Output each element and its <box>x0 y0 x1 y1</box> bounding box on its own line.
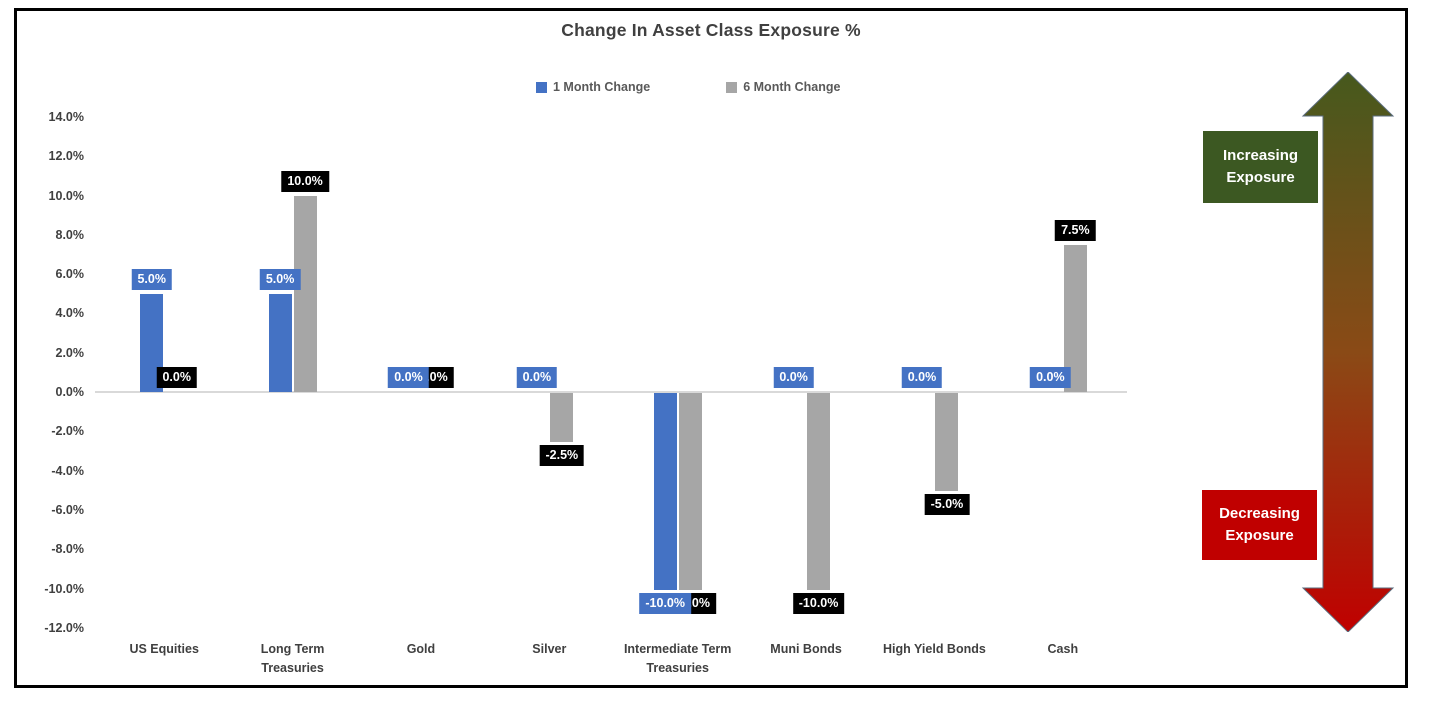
category-label: Intermediate Term Treasuries <box>623 642 732 675</box>
data-label: 10.0% <box>281 170 329 192</box>
legend-item-1-month: 1 Month Change <box>536 80 650 94</box>
y-axis-tick-label: 14.0% <box>48 109 84 124</box>
category-label: Silver <box>532 642 567 656</box>
y-axis-tick-label: 4.0% <box>55 306 85 321</box>
x-axis-line <box>95 391 1127 393</box>
legend-label-6-month: 6 Month Change <box>743 80 841 94</box>
bar-6-month <box>550 393 574 443</box>
series-1-month-swatch-icon <box>536 81 547 93</box>
legend: 1 Month Change 6 Month Change <box>536 80 840 94</box>
decreasing-exposure-badge: Decreasing Exposure <box>1202 490 1317 560</box>
data-label: -10.0% <box>792 592 845 614</box>
exposure-gradient-arrow-icon <box>1301 72 1395 632</box>
data-label: -5.0% <box>924 494 970 516</box>
bar-6-month <box>807 393 831 590</box>
y-axis-tick-label: 10.0% <box>48 188 84 203</box>
category-label: Gold <box>406 642 436 656</box>
data-label: 0.0% <box>901 367 943 388</box>
bar-1-month <box>268 293 292 392</box>
y-axis-tick-label: 6.0% <box>55 267 85 282</box>
y-axis-tick-label: -12.0% <box>44 620 84 635</box>
chart-title: Change In Asset Class Exposure % <box>561 20 861 40</box>
y-axis-tick-label: -2.0% <box>51 424 84 439</box>
category-label: Cash <box>1047 642 1079 656</box>
bar-6-month <box>1063 244 1087 392</box>
category-label: Muni Bonds <box>770 642 842 656</box>
data-label: 0.0% <box>388 367 429 388</box>
y-axis-tick-label: 0.0% <box>55 385 85 399</box>
data-label: 5.0% <box>259 268 301 290</box>
y-axis-tick-label: -4.0% <box>51 463 84 478</box>
data-label: -2.5% <box>539 445 585 467</box>
y-axis-tick-label: 2.0% <box>55 345 85 360</box>
data-label: 0.0% <box>516 367 558 388</box>
data-label: -10.0% <box>639 592 691 614</box>
data-label: 0.0% <box>1030 367 1071 388</box>
legend-item-6-month: 6 Month Change <box>726 80 840 94</box>
y-axis-tick-label: -10.0% <box>44 581 84 596</box>
data-label: 0.0% <box>156 367 197 388</box>
data-label: 5.0% <box>131 268 172 290</box>
bar-6-month <box>678 393 702 590</box>
data-label: 7.5% <box>1055 219 1096 241</box>
category-label: High Yield Bonds <box>883 642 986 656</box>
legend-label-1-month: 1 Month Change <box>553 80 651 94</box>
data-label: 0.0% <box>773 367 814 388</box>
y-axis-tick-label: -6.0% <box>51 502 84 517</box>
y-axis-tick-label: -8.0% <box>51 542 84 557</box>
bar-6-month <box>293 195 317 392</box>
category-label: US Equities <box>129 642 199 656</box>
series-6-month-swatch-icon <box>726 81 738 93</box>
y-axis-tick-label: 12.0% <box>48 149 84 164</box>
y-axis-tick-label: 8.0% <box>55 227 85 242</box>
category-label: Long Term Treasuries <box>260 642 325 675</box>
increasing-exposure-badge: Increasing Exposure <box>1203 131 1318 203</box>
chart-frame <box>14 8 1408 688</box>
bar-1-month <box>653 393 677 590</box>
bar-6-month <box>935 393 959 492</box>
